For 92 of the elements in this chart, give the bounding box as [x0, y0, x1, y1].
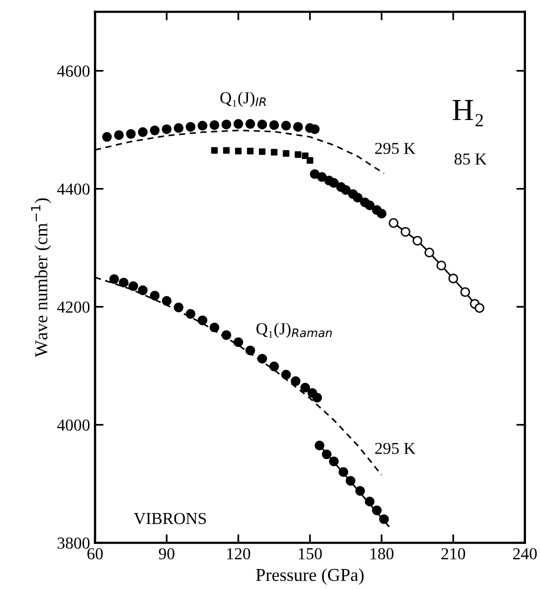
point — [317, 172, 327, 182]
point — [210, 322, 220, 332]
x-tick-label: 90 — [158, 548, 174, 560]
point — [174, 302, 184, 312]
point — [328, 178, 339, 188]
point — [376, 208, 386, 218]
point — [282, 150, 290, 157]
annotation: VIBRONS — [134, 512, 206, 524]
point — [293, 122, 303, 132]
point — [474, 303, 484, 313]
point — [436, 260, 446, 270]
point — [294, 151, 302, 158]
point — [118, 278, 129, 288]
point — [281, 120, 291, 131]
point — [150, 126, 160, 136]
annotation: H₂ — [452, 100, 483, 126]
point — [211, 147, 218, 154]
y-tick-label: 3800 — [58, 538, 90, 549]
point — [114, 130, 124, 140]
point — [338, 467, 348, 477]
point — [388, 218, 398, 228]
point — [302, 152, 308, 160]
point — [269, 362, 279, 372]
point — [310, 169, 320, 179]
x-axis-title: Pressure (GPa) — [256, 568, 364, 585]
annotation: Q₁(J)$_{Raman}$ — [256, 322, 332, 338]
annotation: Q₁(J)$_{IR}$ — [220, 92, 266, 107]
annotation: 295 K — [375, 442, 416, 454]
point — [355, 486, 365, 496]
point — [162, 296, 172, 306]
point — [233, 119, 244, 129]
point — [310, 124, 320, 134]
point — [222, 120, 232, 130]
y-tick-label: 4600 — [57, 66, 90, 77]
point — [246, 148, 254, 154]
annotation: 295 K — [375, 142, 416, 154]
point — [281, 370, 291, 380]
point — [233, 337, 244, 348]
point — [235, 148, 242, 154]
point — [210, 120, 220, 130]
point — [300, 382, 310, 392]
point — [269, 120, 279, 130]
point — [314, 440, 324, 450]
point — [306, 157, 314, 164]
point — [352, 192, 363, 203]
x-tick-label: 150 — [298, 548, 322, 560]
point — [364, 496, 375, 506]
point — [312, 392, 322, 403]
point — [460, 287, 470, 297]
point — [138, 127, 148, 138]
point — [448, 274, 458, 284]
point — [379, 514, 389, 524]
point — [257, 120, 268, 130]
point — [138, 285, 148, 296]
y-tick-label: 4400 — [57, 184, 90, 195]
point — [198, 316, 208, 326]
point — [340, 185, 351, 195]
point — [223, 147, 230, 154]
x-tick-label: 210 — [441, 548, 466, 560]
point — [126, 129, 136, 139]
point — [198, 120, 208, 131]
point — [328, 456, 339, 466]
point — [364, 200, 375, 210]
point — [346, 476, 356, 486]
point — [109, 274, 120, 284]
point — [245, 346, 256, 356]
point — [245, 119, 256, 129]
x-tick-label: 60 — [87, 548, 103, 560]
point — [258, 148, 266, 155]
y-tick-label: 4000 — [57, 420, 90, 431]
x-tick-label: 180 — [370, 548, 394, 560]
point — [322, 449, 332, 460]
point — [270, 148, 278, 156]
x-tick-label: 240 — [513, 548, 537, 560]
annotation: 85 K — [454, 153, 487, 165]
point — [290, 376, 300, 386]
point — [186, 122, 196, 132]
point — [412, 236, 422, 246]
point — [186, 309, 196, 319]
point — [222, 330, 232, 340]
x-tick-label: 120 — [227, 548, 250, 560]
y-tick-label: 4200 — [57, 302, 90, 313]
y-axis-title: Wave number (cm$^{−1}$) — [31, 198, 52, 358]
point — [372, 505, 382, 516]
point — [174, 123, 184, 133]
point — [257, 354, 268, 364]
point — [150, 290, 160, 300]
point — [128, 281, 138, 292]
point — [400, 227, 410, 237]
point — [162, 124, 172, 134]
point — [102, 132, 112, 142]
point — [424, 248, 434, 258]
